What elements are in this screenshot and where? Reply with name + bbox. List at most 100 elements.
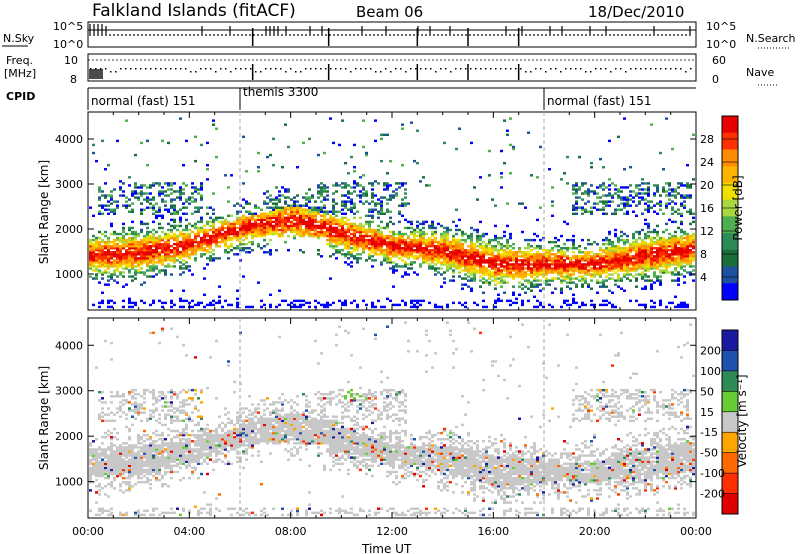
heatmap-cell [422, 232, 425, 236]
heatmap-cell [665, 263, 668, 266]
heatmap-cell [107, 267, 110, 270]
heatmap-cell [266, 218, 269, 222]
freq-point [440, 68, 442, 70]
heatmap-cell [104, 253, 107, 256]
heatmap-cell [473, 277, 476, 280]
heatmap-cell [446, 269, 449, 272]
heatmap-cell [539, 259, 542, 262]
heatmap-cell [578, 269, 581, 272]
heatmap-cell [341, 200, 344, 203]
heatmap-cell [152, 228, 155, 232]
heatmap-cell [587, 265, 590, 268]
heatmap-cell [320, 188, 323, 191]
heatmap-cell [92, 251, 95, 254]
heatmap-cell [110, 450, 113, 453]
heatmap-cell [530, 285, 533, 288]
heatmap-cell [473, 247, 476, 250]
heatmap-cell [161, 261, 164, 264]
heatmap-cell [194, 224, 197, 228]
heatmap-cell [482, 257, 485, 260]
heatmap-cell [605, 261, 608, 264]
heatmap-cell [224, 242, 227, 246]
heatmap-cell [578, 206, 581, 209]
heatmap-cell [221, 234, 224, 238]
heatmap-cell [560, 178, 563, 181]
heatmap-cell [599, 271, 602, 274]
heatmap-cell [491, 259, 494, 262]
heatmap-cell [113, 395, 116, 398]
heatmap-cell [227, 226, 230, 230]
heatmap-cell [206, 303, 209, 307]
heatmap-cell [107, 208, 110, 211]
heatmap-cell [272, 212, 275, 215]
heatmap-cell [464, 267, 467, 270]
heatmap-cell [509, 257, 512, 260]
heatmap-cell [692, 244, 695, 248]
heatmap-cell [548, 259, 551, 262]
heatmap-cell [440, 238, 443, 242]
heatmap-cell [152, 182, 155, 185]
freq-point [490, 68, 492, 70]
heatmap-cell [155, 240, 158, 244]
heatmap-cell [617, 194, 620, 197]
heatmap-cell [212, 232, 215, 236]
nsky-tick-low: 10^0 [53, 38, 83, 51]
heatmap-cell [494, 275, 497, 278]
heatmap-cell [149, 240, 152, 244]
heatmap-cell [335, 182, 338, 185]
heatmap-cell [185, 261, 188, 264]
heatmap-cell [488, 253, 491, 256]
heatmap-cell [464, 238, 467, 242]
heatmap-cell [164, 247, 167, 250]
heatmap-cell [200, 216, 203, 220]
heatmap-cell [152, 259, 155, 262]
heatmap-cell [455, 263, 458, 266]
heatmap-cell [122, 194, 125, 197]
heatmap-cell [401, 299, 404, 303]
heatmap-cell [614, 305, 617, 309]
heatmap-cell [440, 267, 443, 270]
heatmap-cell [422, 176, 425, 179]
heatmap-cell [308, 206, 311, 209]
heatmap-cell [617, 251, 620, 254]
heatmap-cell [449, 257, 452, 260]
heatmap-cell [194, 135, 197, 139]
heatmap-cell [287, 228, 290, 232]
heatmap-cell [335, 230, 338, 234]
heatmap-cell [140, 190, 143, 193]
heatmap-cell [605, 267, 608, 270]
heatmap-cell [155, 257, 158, 260]
heatmap-cell [200, 230, 203, 234]
heatmap-cell [593, 253, 596, 256]
heatmap-cell [692, 247, 695, 250]
heatmap-cell [305, 301, 308, 305]
heatmap-cell [263, 251, 266, 254]
heatmap-cell [494, 283, 497, 286]
heatmap-cell [626, 265, 629, 268]
heatmap-cell [677, 277, 680, 280]
heatmap-cell [386, 224, 389, 228]
heatmap-cell [365, 153, 368, 157]
heatmap-cell [602, 242, 605, 246]
heatmap-cell [656, 190, 659, 193]
heatmap-cell [329, 238, 332, 242]
heatmap-cell [392, 194, 395, 197]
heatmap-cell [635, 244, 638, 248]
heatmap-cell [380, 236, 383, 240]
heatmap-cell [461, 263, 464, 266]
heatmap-cell [281, 212, 284, 215]
heatmap-cell [368, 202, 371, 205]
heatmap-cell [599, 281, 602, 284]
heatmap-cell [656, 188, 659, 191]
heatmap-cell [683, 232, 686, 236]
heatmap-cell [599, 184, 602, 187]
heatmap-cell [389, 210, 392, 213]
heatmap-cell [356, 261, 359, 264]
heatmap-cell [101, 468, 104, 472]
heatmap-cell [602, 249, 605, 252]
heatmap-cell [125, 242, 128, 246]
heatmap-cell [308, 200, 311, 203]
heatmap-cell [179, 216, 182, 220]
heatmap-cell [614, 261, 617, 264]
heatmap-cell [506, 244, 509, 248]
